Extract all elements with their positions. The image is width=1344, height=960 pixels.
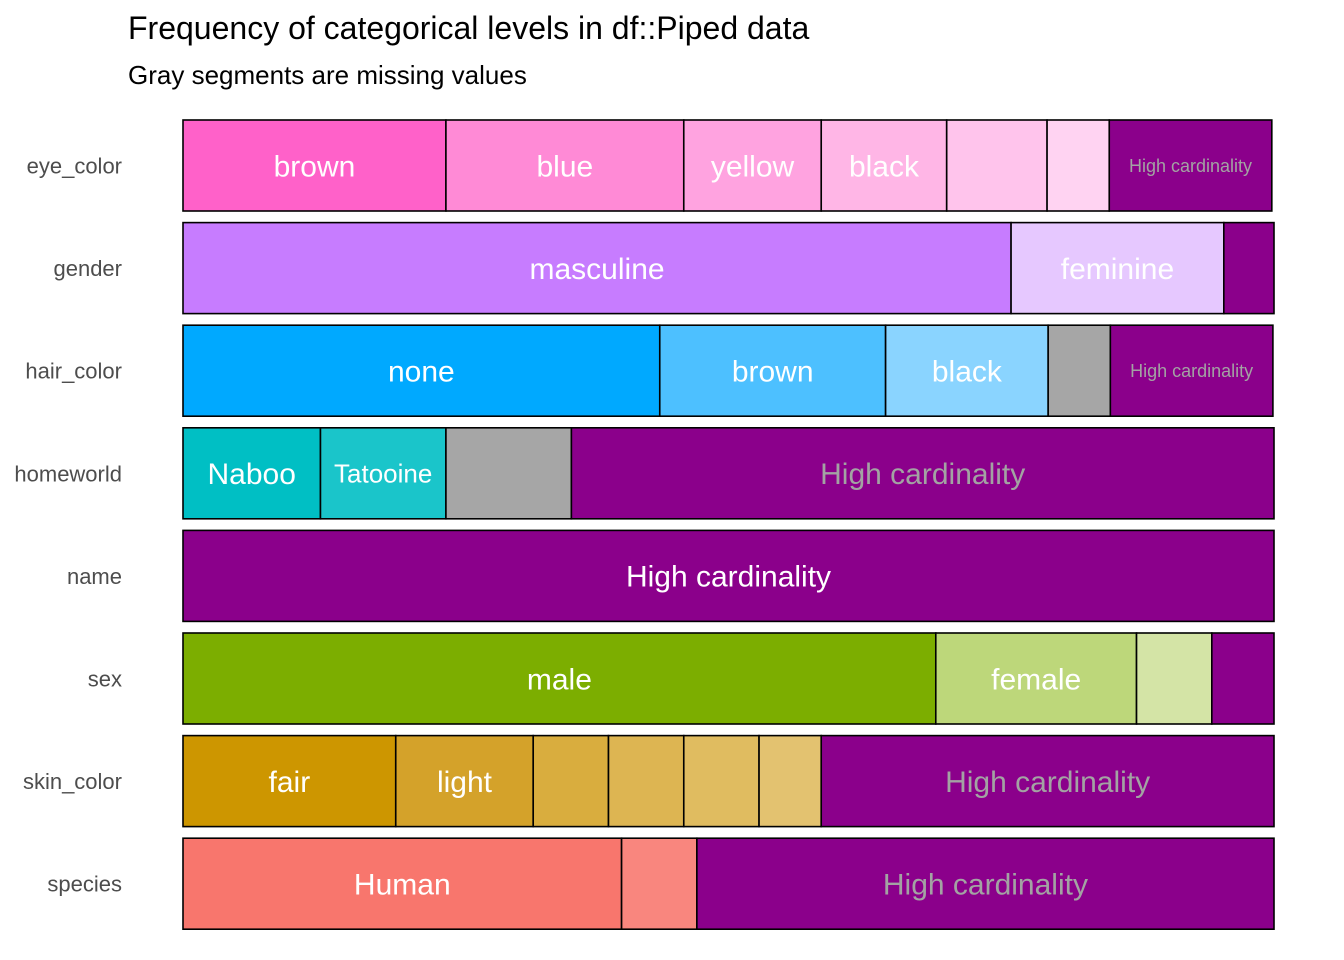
- row-label-4: name: [67, 564, 122, 589]
- bar-label-2-2: black: [932, 356, 1003, 389]
- bar-segment-6-3: [607, 734, 685, 828]
- row-label-0: eye_color: [27, 154, 122, 179]
- bar-segment-0-4: [945, 119, 1048, 212]
- bar-segment-6-5: [758, 734, 823, 828]
- bar-segment-3-1: [319, 426, 447, 520]
- chart-subtitle: Gray segments are missing values: [128, 60, 527, 90]
- bar-label-1-1: feminine: [1061, 253, 1174, 286]
- bar-label-7-2: High cardinality: [883, 869, 1088, 902]
- bar-segment-6-2: [532, 734, 610, 828]
- bar-segment-1-2: [1223, 221, 1275, 315]
- bar-label-0-6: High cardinality: [1129, 156, 1252, 176]
- bar-segment-0-3: [820, 119, 948, 212]
- bar-label-3-3: High cardinality: [820, 458, 1025, 491]
- row-label-7: species: [47, 872, 122, 897]
- bar-label-0-1: blue: [536, 150, 593, 183]
- bar-segment-5-2: [1135, 632, 1213, 725]
- chart-title: Frequency of categorical levels in df::P…: [128, 10, 810, 46]
- bar-label-6-0: fair: [269, 766, 311, 799]
- bar-label-3-1: Tatooine: [334, 459, 432, 489]
- bar-segment-1-1: [1010, 221, 1225, 315]
- bar-segment-3-2: [445, 426, 573, 520]
- bar-label-2-4: High cardinality: [1130, 361, 1253, 381]
- bar-segment-4-0: [182, 529, 1275, 623]
- bar-label-2-0: none: [388, 356, 455, 389]
- bar-segment-6-4: [682, 734, 760, 828]
- bar-segment-7-2: [696, 837, 1275, 931]
- bar-label-7-0: Human: [354, 869, 451, 902]
- bar-label-2-1: brown: [732, 356, 814, 389]
- bar-segment-6-6: [820, 734, 1275, 828]
- row-label-3: homeworld: [14, 461, 122, 486]
- bar-segment-2-1: [658, 324, 887, 418]
- bar-segment-6-0: [182, 734, 397, 828]
- bar-segment-0-0: [182, 119, 447, 212]
- bar-label-0-3: black: [849, 150, 920, 183]
- bar-segment-2-0: [182, 324, 661, 418]
- bar-label-1-0: masculine: [530, 253, 665, 286]
- bar-segment-0-6: [1108, 119, 1273, 212]
- bar-label-3-0: Naboo: [208, 458, 296, 491]
- row-label-1: gender: [53, 256, 122, 281]
- row-label-2: hair_color: [25, 359, 122, 384]
- bar-segment-2-2: [884, 324, 1049, 418]
- bar-segment-7-0: [182, 837, 623, 931]
- bar-label-5-1: female: [991, 663, 1081, 696]
- bar-segment-2-4: [1109, 324, 1274, 418]
- bar-segment-0-5: [1046, 119, 1111, 212]
- bar-segment-5-1: [934, 632, 1138, 725]
- bar-segment-5-3: [1211, 632, 1275, 725]
- bar-segment-2-3: [1047, 324, 1112, 418]
- bar-segment-7-1: [620, 837, 698, 931]
- bar-label-0-0: brown: [274, 150, 356, 183]
- bar-label-6-1: light: [437, 766, 493, 799]
- bars: brown blue yellow black High cardinality masc…: [182, 119, 1275, 931]
- bar-segment-1-0: [182, 221, 1012, 315]
- bar-segment-3-0: [182, 426, 322, 520]
- row-label-6: skin_color: [23, 769, 122, 794]
- bar-label-0-2: yellow: [711, 150, 795, 183]
- bar-label-6-6: High cardinality: [945, 766, 1150, 799]
- bar-label-4-0: High cardinality: [626, 561, 831, 594]
- bar-segment-3-3: [570, 426, 1275, 520]
- bar-label-5-0: male: [527, 663, 592, 696]
- row-label-5: sex: [88, 667, 122, 692]
